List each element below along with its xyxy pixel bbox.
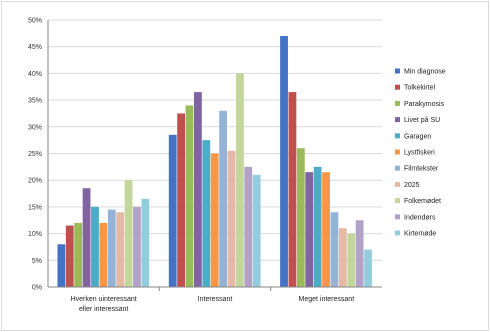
- bar: [177, 113, 185, 287]
- legend-label: Livet på SU: [404, 116, 440, 124]
- bar: [347, 233, 356, 287]
- bar: [168, 134, 177, 287]
- legend-label: 2025: [404, 182, 420, 189]
- x-tick-label: Meget interessant: [299, 296, 355, 303]
- bar: [74, 222, 83, 287]
- legend-swatch: [395, 133, 400, 139]
- y-tick-label: 0%: [32, 285, 42, 292]
- bar: [305, 172, 314, 287]
- y-tick-label: 50%: [28, 18, 42, 25]
- legend-swatch: [395, 230, 400, 236]
- bar: [133, 206, 141, 287]
- bar: [252, 174, 261, 287]
- bar: [65, 225, 74, 287]
- bar: [322, 172, 330, 287]
- bar: [57, 244, 66, 287]
- bar: [244, 166, 253, 287]
- legend-swatch: [395, 181, 400, 187]
- bar: [313, 166, 322, 287]
- y-axis: 0% 5% 10% 15% 20% 25% 30% 35% 40% 45% 50%: [28, 18, 49, 292]
- bar: [107, 209, 116, 287]
- y-tick-label: 30%: [28, 124, 42, 131]
- legend-label: Lystfiskeri: [404, 150, 435, 157]
- x-tick-label: eller interessant: [79, 306, 128, 313]
- bar: [219, 110, 227, 287]
- bar: [288, 92, 297, 287]
- legend-label: Filmtekster: [404, 166, 439, 173]
- legend-label: Kirtemøde: [404, 231, 436, 238]
- bar: [194, 92, 202, 287]
- y-tick-label: 15%: [28, 204, 42, 211]
- x-tick-label: Interessant: [198, 296, 233, 303]
- y-tick-label: 5%: [32, 258, 42, 265]
- bar: [280, 36, 288, 287]
- x-axis: Hverken uinteressant eller interessant Int…: [48, 286, 382, 313]
- legend-swatch: [395, 100, 400, 106]
- bar: [236, 73, 244, 288]
- legend-label: Tolkekirtel: [404, 85, 436, 92]
- bar: [210, 153, 219, 287]
- legend-label: Folkemødet: [404, 198, 441, 205]
- bar: [82, 188, 91, 287]
- legend-swatch: [395, 68, 400, 74]
- bar: [227, 150, 236, 287]
- legend: Min diagnose Tolkekirtel Parakymosis Livet …: [395, 68, 446, 238]
- bar: [202, 140, 211, 287]
- bar: [364, 249, 372, 287]
- legend-label: Indendørs: [404, 214, 436, 221]
- legend-label: Garagen: [404, 133, 431, 140]
- bars: [57, 36, 372, 288]
- y-tick-label: 45%: [28, 44, 42, 51]
- bar: [141, 198, 150, 287]
- legend-swatch: [395, 165, 400, 171]
- legend-label: Parakymosis: [404, 101, 445, 108]
- bar: [99, 222, 108, 287]
- bar: [185, 105, 194, 287]
- bar: [338, 228, 347, 287]
- y-tick-label: 25%: [28, 151, 42, 158]
- legend-swatch: [395, 149, 400, 155]
- bar: [116, 212, 125, 287]
- y-tick-label: 10%: [28, 231, 42, 238]
- y-tick-label: 20%: [28, 178, 42, 185]
- x-tick-label: Hverken uinteressant: [71, 296, 137, 303]
- legend-swatch: [395, 84, 400, 90]
- bar: [124, 180, 133, 287]
- bar: [296, 148, 305, 287]
- y-tick-label: 40%: [28, 71, 42, 78]
- bar: [330, 212, 339, 287]
- legend-swatch: [395, 198, 400, 204]
- y-tick-label: 35%: [28, 98, 42, 105]
- legend-swatch: [395, 117, 400, 123]
- bar: [355, 220, 364, 287]
- legend-swatch: [395, 214, 400, 220]
- bar: [91, 206, 99, 287]
- legend-label: Min diagnose: [404, 69, 446, 76]
